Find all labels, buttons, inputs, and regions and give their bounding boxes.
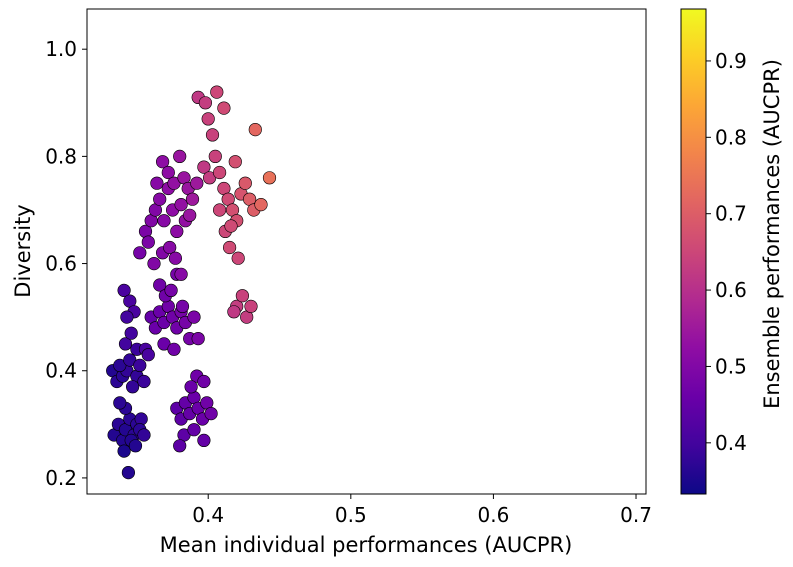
data-point	[137, 374, 151, 389]
data-point	[190, 176, 204, 190]
data-point	[244, 299, 258, 314]
data-point	[163, 240, 177, 255]
y-tick-label: 0.4	[45, 359, 77, 383]
data-point	[170, 224, 184, 238]
data-point	[157, 214, 171, 228]
plot-frame	[86, 8, 647, 495]
data-point	[197, 160, 211, 174]
data-point	[210, 85, 224, 99]
y-tick-label: 0.2	[45, 466, 77, 490]
data-point	[217, 101, 231, 115]
data-point	[153, 278, 167, 292]
data-point	[117, 444, 131, 458]
colorbar-tick-label: 0.7	[715, 202, 747, 226]
data-point	[198, 96, 212, 110]
y-tick-label: 0.8	[45, 144, 77, 168]
data-point	[223, 240, 237, 255]
data-point	[235, 289, 249, 303]
data-point	[224, 219, 238, 233]
data-point	[161, 165, 175, 180]
x-tick-label: 0.6	[478, 503, 510, 527]
colorbar-tick-label: 0.9	[715, 49, 747, 73]
data-point	[197, 433, 211, 448]
data-point	[205, 128, 220, 142]
data-point	[117, 283, 131, 298]
data-point	[120, 310, 134, 324]
data-point	[184, 380, 198, 394]
data-point	[174, 267, 188, 281]
data-point	[141, 348, 155, 362]
x-tick-label: 0.5	[335, 503, 367, 527]
data-point	[147, 257, 161, 271]
data-point	[174, 198, 188, 212]
data-point	[167, 342, 181, 356]
data-point	[153, 192, 167, 206]
colorbar-ticks: 0.4 0.5 0.6 0.7 0.8 0.9	[706, 49, 747, 455]
data-point	[133, 246, 147, 260]
data-point	[185, 192, 200, 206]
colorbar-label: Ensemble performances (AUCPR)	[760, 59, 784, 409]
colorbar-tick-label: 0.4	[715, 431, 747, 455]
data-point	[126, 380, 140, 394]
data-point	[213, 165, 227, 180]
data-point	[168, 251, 182, 265]
data-point	[173, 149, 187, 163]
data-point	[201, 112, 215, 126]
data-point	[187, 423, 201, 437]
data-point	[228, 155, 242, 169]
data-point	[187, 310, 201, 324]
x-tick-label: 0.4	[192, 503, 224, 527]
data-point	[118, 337, 133, 351]
colorbar	[680, 8, 707, 495]
data-point	[191, 332, 205, 346]
colorbar-tick-label: 0.6	[715, 278, 747, 302]
data-point	[156, 155, 170, 169]
data-point	[183, 208, 197, 222]
data-point	[208, 149, 222, 163]
data-point	[173, 439, 187, 453]
data-point	[197, 374, 211, 389]
data-point	[121, 466, 135, 480]
data-point	[227, 305, 241, 319]
data-point	[231, 251, 245, 265]
data-point	[137, 428, 151, 442]
data-point	[254, 198, 268, 212]
y-tick-label: 1.0	[45, 37, 77, 61]
axis-ticks: 0.4 0.5 0.6 0.7 0.2 0.4 0.6 0.8 1.0	[45, 37, 652, 527]
data-point	[141, 235, 155, 249]
x-tick-label: 0.7	[620, 503, 652, 527]
data-point	[133, 358, 147, 373]
data-point	[213, 203, 227, 217]
colorbar-tick-label: 0.5	[715, 354, 747, 378]
data-point	[204, 407, 218, 421]
colorbar-tick-label: 0.8	[715, 125, 747, 149]
y-tick-label: 0.6	[45, 252, 77, 276]
data-point	[164, 283, 178, 298]
data-point	[238, 176, 252, 190]
points-layer	[106, 85, 277, 480]
data-point	[128, 439, 143, 453]
data-point	[248, 123, 262, 137]
data-point	[124, 326, 138, 340]
y-axis-label: Diversity	[11, 204, 35, 297]
data-point	[113, 396, 127, 410]
data-point	[262, 171, 277, 185]
x-axis-label: Mean individual performances (AUCPR)	[160, 533, 573, 557]
data-point	[150, 176, 164, 190]
data-point	[175, 299, 190, 314]
